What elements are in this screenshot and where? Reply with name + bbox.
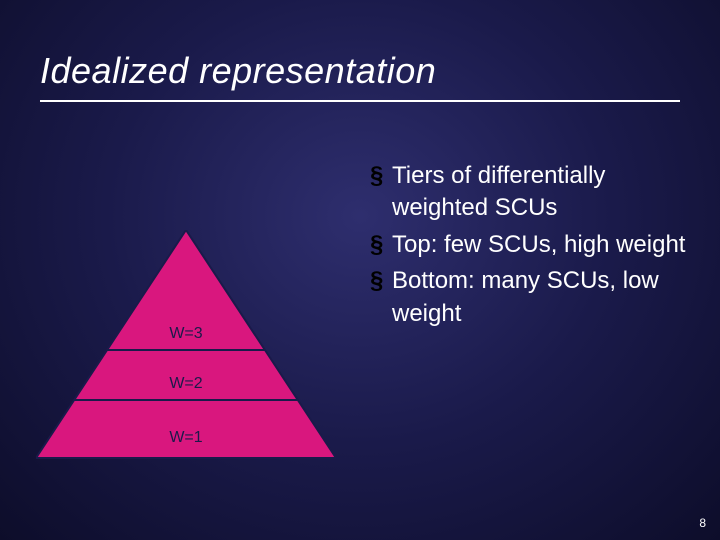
bullet-list: §Tiers of differentially weighted SCUs§T… <box>370 160 700 334</box>
pyramid-triangle <box>36 230 336 458</box>
bullet-item: §Top: few SCUs, high weight <box>370 229 700 261</box>
pyramid-tier-label: W=2 <box>169 375 202 392</box>
bullet-text: Top: few SCUs, high weight <box>392 229 700 261</box>
pyramid-svg: W=3 W=2 W=1 <box>36 230 336 460</box>
bullet-marker: § <box>370 229 392 261</box>
bullet-text: Bottom: many SCUs, low weight <box>392 265 700 330</box>
bullet-item: §Tiers of differentially weighted SCUs <box>370 160 700 225</box>
bullet-item: §Bottom: many SCUs, low weight <box>370 265 700 330</box>
pyramid-tier-label: W=3 <box>169 325 202 342</box>
pyramid: W=3 W=2 W=1 <box>36 230 336 460</box>
page-number: 8 <box>699 516 706 530</box>
title-underline <box>40 100 680 102</box>
pyramid-tier-label: W=1 <box>169 429 202 446</box>
bullet-marker: § <box>370 160 392 192</box>
bullet-text: Tiers of differentially weighted SCUs <box>392 160 700 225</box>
slide-title: Idealized representation <box>40 50 436 92</box>
bullet-marker: § <box>370 265 392 297</box>
